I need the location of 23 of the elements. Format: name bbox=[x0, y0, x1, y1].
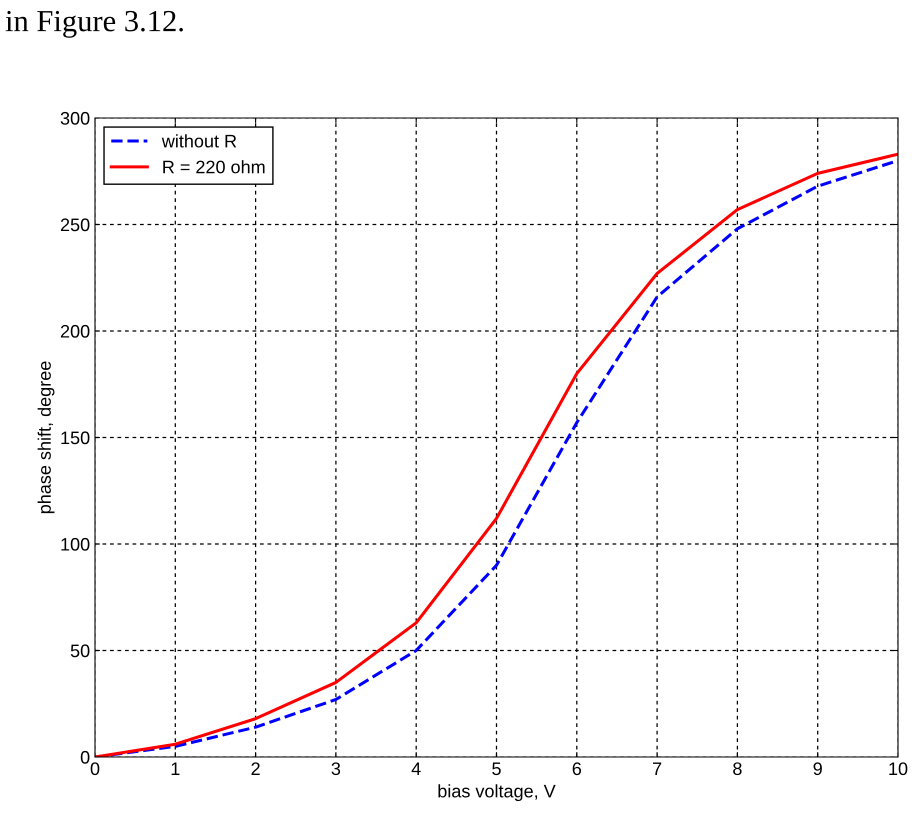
text: in Figure 3.12. bbox=[6, 10, 183, 38]
legend-label: without R bbox=[162, 134, 236, 148]
y-tick-label: 50 bbox=[70, 644, 90, 658]
x-tick-label: 2 bbox=[251, 762, 260, 775]
x-tick-label: 8 bbox=[733, 762, 742, 776]
x-tick-label: 1 bbox=[172, 762, 180, 775]
y-tick-label: 250 bbox=[60, 218, 90, 232]
x-axis-title: bias voltage, V bbox=[438, 784, 556, 802]
y-tick-label: 100 bbox=[61, 538, 90, 551]
x-tick-label: 6 bbox=[572, 762, 582, 776]
y-tick-label: 200 bbox=[60, 324, 90, 338]
legend-label: R = 220 ohm bbox=[163, 160, 264, 174]
x-tick-label: 5 bbox=[492, 762, 501, 776]
x-tick-label: 4 bbox=[412, 762, 421, 775]
x-tick-label: 10 bbox=[889, 762, 908, 776]
y-tick-label: 150 bbox=[61, 431, 90, 444]
y-axis-title: phase shift, degree bbox=[38, 362, 54, 514]
x-tick-label: 3 bbox=[332, 762, 340, 776]
x-tick-label: 7 bbox=[653, 762, 662, 775]
y-tick-label: 300 bbox=[60, 112, 90, 125]
x-tick-label: 9 bbox=[814, 762, 822, 776]
x-tick-label: 0 bbox=[90, 762, 100, 776]
y-tick-label: 0 bbox=[80, 750, 90, 764]
